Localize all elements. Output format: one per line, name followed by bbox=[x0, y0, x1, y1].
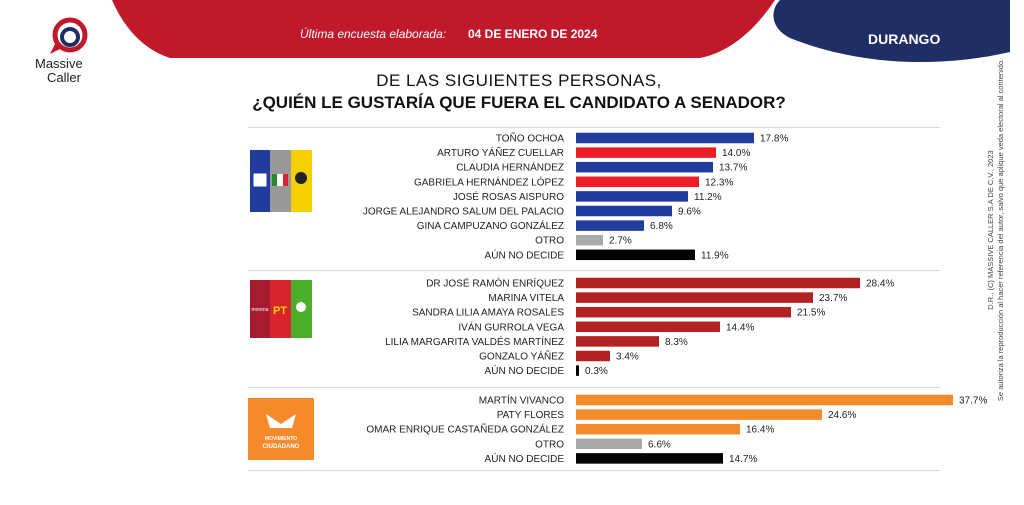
bar bbox=[576, 365, 579, 376]
question-line2: ¿QUIÉN LE GUSTARÍA QUE FUERA EL CANDIDAT… bbox=[252, 93, 786, 112]
category-label: GINA CAMPUZANO GONZÁLEZ bbox=[417, 219, 564, 232]
copyright-note: D.R., (C) MASSIVE CALLER S.A DE C.V., 20… bbox=[986, 58, 1005, 402]
bar bbox=[576, 409, 822, 420]
category-label: SANDRA LILIA AMAYA ROSALES bbox=[412, 308, 564, 319]
bar bbox=[576, 220, 644, 231]
bar bbox=[576, 292, 813, 303]
bar bbox=[576, 350, 610, 362]
bar bbox=[576, 234, 603, 246]
brand-logo bbox=[30, 14, 110, 63]
bar bbox=[576, 205, 672, 217]
data-label: 8.3% bbox=[665, 337, 688, 348]
divider bbox=[248, 387, 940, 388]
svg-text:PT: PT bbox=[273, 305, 287, 317]
svg-text:MOVIMIENTO: MOVIMIENTO bbox=[265, 436, 297, 442]
bar bbox=[576, 394, 953, 406]
region-title: DURANGO bbox=[868, 31, 941, 47]
data-label: 11.9% bbox=[701, 250, 729, 261]
bar bbox=[576, 306, 791, 318]
pan-pri-prd-logo bbox=[250, 150, 312, 217]
banner-red-shape bbox=[112, 0, 775, 58]
data-label: 0.3% bbox=[585, 366, 608, 377]
banner-navy-shape bbox=[773, 0, 1010, 63]
bar bbox=[576, 336, 659, 347]
data-label: 21.5% bbox=[797, 308, 825, 319]
data-label: 14.7% bbox=[729, 454, 757, 465]
bar bbox=[576, 249, 695, 261]
category-label: AÚN NO DECIDE bbox=[485, 452, 565, 465]
category-label: JOSÉ ROSAS AISPURO bbox=[453, 190, 564, 203]
data-label: 12.3% bbox=[705, 177, 733, 188]
data-label: 24.6% bbox=[828, 410, 856, 421]
category-label: PATY FLORES bbox=[497, 410, 565, 421]
bar bbox=[576, 438, 642, 450]
bar bbox=[576, 132, 754, 144]
category-label: AÚN NO DECIDE bbox=[485, 364, 565, 377]
category-label: JORGE ALEJANDRO SALUM DEL PALACIO bbox=[363, 207, 564, 218]
question-line1: DE LAS SIGUIENTES PERSONAS, bbox=[376, 71, 662, 90]
brand-logo-icon bbox=[50, 17, 88, 54]
category-label: OTRO bbox=[535, 439, 564, 450]
category-label: DR JOSÉ RAMÓN ENRÍQUEZ bbox=[426, 277, 564, 290]
data-label: 6.6% bbox=[648, 439, 671, 450]
category-label: IVÁN GURROLA VEGA bbox=[458, 320, 564, 333]
data-label: 37.7% bbox=[959, 396, 987, 407]
data-label: 9.6% bbox=[678, 207, 701, 218]
header-banner bbox=[112, 0, 1010, 63]
category-label: MARTÍN VIVANCO bbox=[479, 394, 564, 407]
data-label: 28.4% bbox=[866, 279, 894, 290]
category-label: TOÑO OCHOA bbox=[496, 132, 564, 145]
brand-name-line2: Caller bbox=[47, 70, 81, 85]
data-label: 13.7% bbox=[719, 163, 747, 174]
data-label: 23.7% bbox=[819, 293, 847, 304]
bar bbox=[576, 161, 713, 173]
category-label: ARTURO YÁÑEZ CUELLAR bbox=[437, 146, 564, 159]
bar bbox=[576, 321, 720, 333]
category-label: LILIA MARGARITA VALDÉS MARTÍNEZ bbox=[385, 335, 564, 348]
survey-date-label: Última encuesta elaborada: bbox=[300, 27, 447, 41]
category-label: CLAUDIA HERNÁNDEZ bbox=[456, 161, 564, 174]
data-label: 17.8% bbox=[760, 134, 788, 145]
divider bbox=[248, 470, 940, 471]
category-label: OTRO bbox=[535, 236, 564, 247]
bar bbox=[576, 277, 860, 289]
data-label: 2.7% bbox=[609, 236, 632, 247]
survey-date: 04 DE ENERO DE 2024 bbox=[468, 27, 598, 41]
category-label: AÚN NO DECIDE bbox=[485, 248, 565, 261]
morena-pt-verde-logo: morena PT bbox=[250, 280, 312, 343]
bar bbox=[576, 191, 688, 202]
data-label: 14.4% bbox=[726, 322, 754, 333]
data-label: 16.4% bbox=[746, 425, 774, 436]
svg-text:CIUDADANO: CIUDADANO bbox=[263, 444, 300, 450]
category-label: MARINA VITELA bbox=[488, 293, 564, 304]
category-label: OMAR ENRIQUE CASTAÑEDA GONZÁLEZ bbox=[366, 423, 564, 436]
movimiento-ciudadano-logo: MOVIMIENTO CIUDADANO bbox=[248, 398, 314, 465]
data-label: 6.8% bbox=[650, 221, 673, 232]
category-label: GONZALO YÁÑEZ bbox=[479, 350, 564, 363]
data-label: 11.2% bbox=[694, 192, 722, 203]
bar bbox=[576, 147, 716, 158]
divider bbox=[248, 127, 940, 128]
data-label: 3.4% bbox=[616, 352, 639, 363]
bar bbox=[576, 423, 740, 435]
data-label: 14.0% bbox=[722, 148, 750, 159]
category-label: GABRIELA HERNÁNDEZ LÓPEZ bbox=[414, 175, 564, 188]
bar bbox=[576, 176, 699, 188]
bar bbox=[576, 453, 723, 464]
divider bbox=[248, 270, 940, 271]
svg-text:morena: morena bbox=[252, 307, 269, 313]
brand-name-line1: Massive bbox=[35, 56, 83, 71]
